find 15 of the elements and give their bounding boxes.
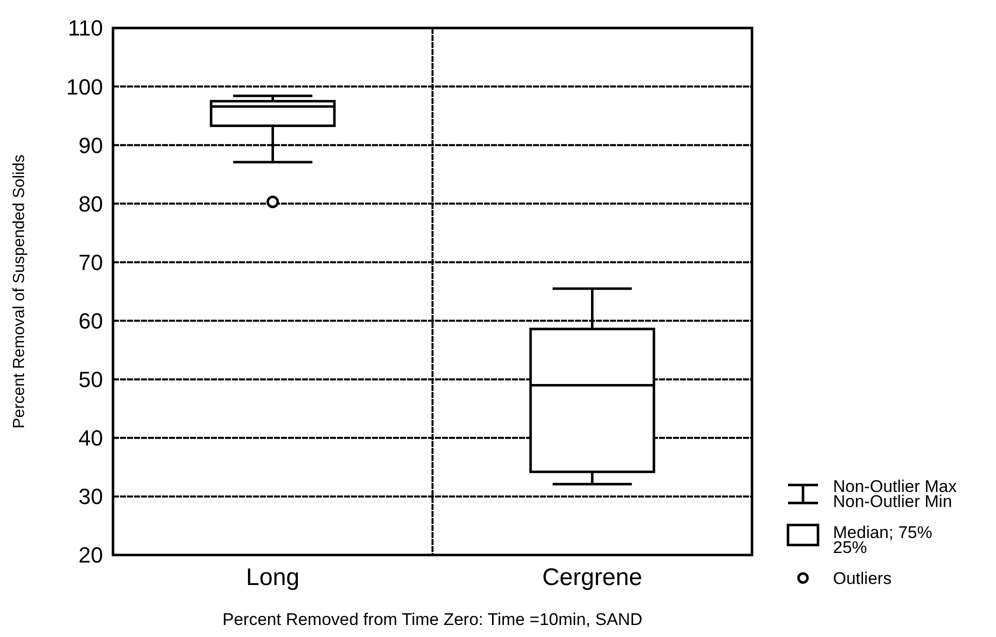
y-tick-label: 90 bbox=[78, 132, 103, 158]
y-tick-label: 110 bbox=[68, 16, 103, 41]
y-tick-label: 100 bbox=[66, 74, 103, 100]
y-tick-label: 70 bbox=[78, 250, 103, 275]
y-tick-label: 40 bbox=[78, 426, 103, 451]
y-tick-label: 20 bbox=[78, 542, 103, 568]
y-axis-title: Percent Removal of Suspended Solids bbox=[11, 154, 28, 428]
text: Outliers bbox=[833, 569, 892, 588]
y-tick-label: 60 bbox=[78, 308, 103, 334]
y-tick-label: 30 bbox=[78, 484, 103, 510]
y-tick-label: 50 bbox=[78, 367, 103, 392]
x-axis-title: Percent Removed from Time Zero: Time =10min, SAND bbox=[222, 610, 642, 629]
x-tick-label: Long bbox=[246, 564, 300, 591]
x-tick-label: Cergrene bbox=[542, 564, 642, 591]
y-tick-label: 80 bbox=[78, 191, 103, 216]
